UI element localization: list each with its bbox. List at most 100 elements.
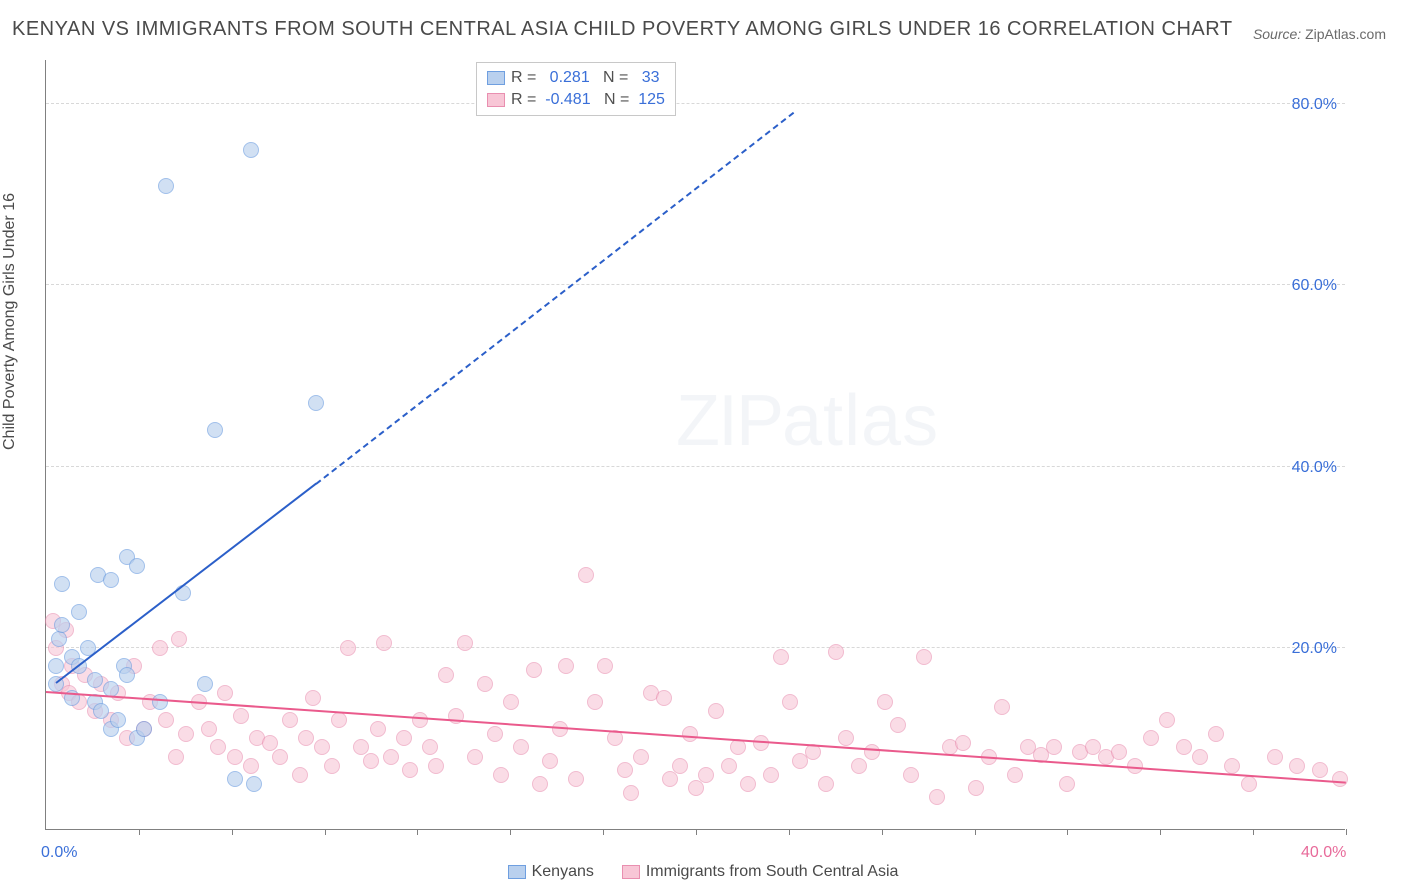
sca-point <box>929 789 945 805</box>
sca-point <box>542 753 558 769</box>
sca-point <box>890 717 906 733</box>
sca-point <box>428 758 444 774</box>
x-tick-right: 40.0% <box>1301 844 1346 862</box>
legend-swatch <box>622 865 640 879</box>
source-value: ZipAtlas.com <box>1305 26 1386 42</box>
sca-point <box>552 721 568 737</box>
sca-point <box>1332 771 1348 787</box>
sca-point <box>662 771 678 787</box>
x-minor-tick <box>603 829 604 835</box>
sca-point <box>340 640 356 656</box>
x-minor-tick <box>696 829 697 835</box>
legend-swatch <box>508 865 526 879</box>
y-tick-label: 80.0% <box>1292 96 1337 114</box>
watermark-part1: ZIP <box>676 381 782 461</box>
sca-point <box>688 780 704 796</box>
kenyans-point <box>136 721 152 737</box>
kenyans-point <box>129 558 145 574</box>
kenyans-point <box>119 667 135 683</box>
sca-point <box>412 712 428 728</box>
sca-point <box>370 721 386 737</box>
legend-swatch <box>487 71 505 85</box>
kenyans-point <box>308 395 324 411</box>
kenyans-point <box>207 422 223 438</box>
sca-point <box>818 776 834 792</box>
x-minor-tick <box>510 829 511 835</box>
sca-point <box>477 676 493 692</box>
sca-point <box>721 758 737 774</box>
sca-point <box>152 640 168 656</box>
kenyans-point <box>110 712 126 728</box>
legend-label: Immigrants from South Central Asia <box>646 863 899 881</box>
grid-line <box>46 647 1345 648</box>
sca-point <box>730 739 746 755</box>
sca-point <box>682 726 698 742</box>
kenyans-point <box>51 631 67 647</box>
kenyans-point <box>243 142 259 158</box>
sca-point <box>396 730 412 746</box>
sca-point <box>1059 776 1075 792</box>
x-tick-left: 0.0% <box>41 844 77 862</box>
kenyans-point <box>48 658 64 674</box>
sca-point <box>158 712 174 728</box>
x-minor-tick <box>417 829 418 835</box>
sca-point <box>558 658 574 674</box>
sca-point <box>623 785 639 801</box>
scatter-plot-area: ZIPatlas 20.0%40.0%60.0%80.0%R = 0.281 N… <box>45 60 1345 830</box>
sca-point <box>1312 762 1328 778</box>
sca-point <box>1143 730 1159 746</box>
sca-point <box>1241 776 1257 792</box>
kenyans-point <box>93 703 109 719</box>
y-axis-label: Child Poverty Among Girls Under 16 <box>1 193 19 450</box>
sca-point <box>1046 739 1062 755</box>
sca-point <box>178 726 194 742</box>
sca-point <box>968 780 984 796</box>
kenyans-point <box>54 617 70 633</box>
x-minor-tick <box>1253 829 1254 835</box>
kenyans-point <box>71 604 87 620</box>
trend-line <box>55 483 316 684</box>
sca-point <box>617 762 633 778</box>
sca-point <box>672 758 688 774</box>
sca-point <box>513 739 529 755</box>
kenyans-point <box>197 676 213 692</box>
sca-point <box>272 749 288 765</box>
sca-point <box>227 749 243 765</box>
kenyans-point <box>158 178 174 194</box>
legend-item: Kenyans <box>508 863 594 881</box>
x-minor-tick <box>1160 829 1161 835</box>
sca-point <box>763 767 779 783</box>
sca-point <box>1111 744 1127 760</box>
stats-legend: R = 0.281 N = 33R = -0.481 N = 125 <box>476 62 676 116</box>
sca-point <box>877 694 893 710</box>
sca-point <box>656 690 672 706</box>
sca-point <box>864 744 880 760</box>
sca-point <box>994 699 1010 715</box>
sca-point <box>282 712 298 728</box>
sca-point <box>292 767 308 783</box>
sca-point <box>503 694 519 710</box>
sca-point <box>955 735 971 751</box>
sca-point <box>422 739 438 755</box>
sca-point <box>828 644 844 660</box>
sca-point <box>376 635 392 651</box>
x-minor-tick <box>1067 829 1068 835</box>
x-minor-tick <box>232 829 233 835</box>
chart-title: KENYAN VS IMMIGRANTS FROM SOUTH CENTRAL … <box>12 18 1233 41</box>
sca-point <box>305 690 321 706</box>
x-minor-tick <box>325 829 326 835</box>
trend-line <box>315 112 794 485</box>
sca-point <box>708 703 724 719</box>
sca-point <box>773 649 789 665</box>
x-minor-tick <box>139 829 140 835</box>
grid-line <box>46 466 1345 467</box>
sca-point <box>243 758 259 774</box>
sca-point <box>210 739 226 755</box>
sca-point <box>578 567 594 583</box>
sca-point <box>402 762 418 778</box>
series-legend: Kenyans Immigrants from South Central Asi… <box>0 863 1406 884</box>
sca-point <box>383 749 399 765</box>
sca-point <box>201 721 217 737</box>
sca-point <box>526 662 542 678</box>
kenyans-point <box>227 771 243 787</box>
